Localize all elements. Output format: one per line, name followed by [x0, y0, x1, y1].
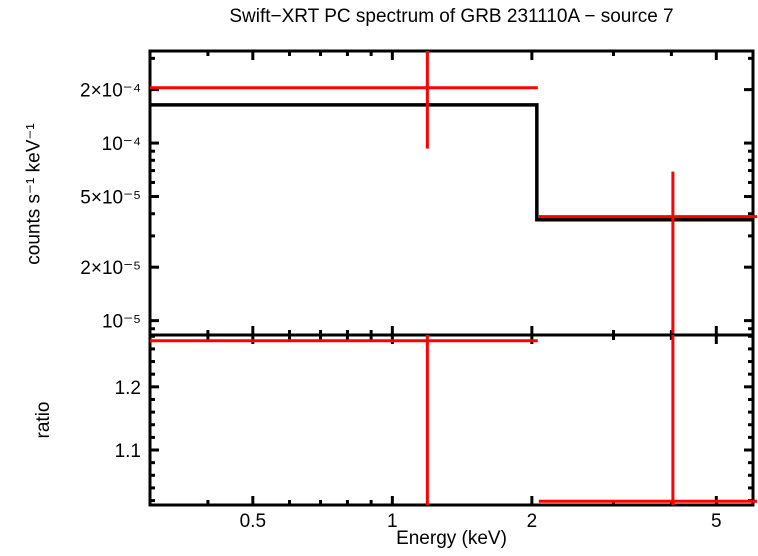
spectrum-y-tick-label: 2×10⁻⁵ [80, 258, 141, 279]
spectrum-y-tick-label: 5×10⁻⁵ [80, 188, 141, 209]
ratio-x-tick-label: 2 [527, 511, 538, 532]
spectrum-ticks [150, 51, 755, 335]
spectrum-panel: 2×10⁻⁴ 10⁻⁴ 5×10⁻⁵ 2×10⁻⁵ 10⁻⁵ [80, 49, 757, 337]
ratio-y-tick-label: 1.1 [115, 441, 141, 462]
ratio-frame [148, 333, 755, 507]
ratio-x-tick-label: 5 [711, 511, 722, 532]
ratio-panel: 1.2 1.1 0.5 1 2 5 [115, 333, 757, 532]
ratio-y-tick-labels: 1.2 1.1 [115, 378, 141, 462]
spectrum-model-line [150, 103, 753, 222]
ratio-x-tick-labels: 0.5 1 2 5 [240, 511, 722, 532]
x-axis-label-energy: Energy (keV) [396, 528, 507, 549]
ratio-ticks [150, 334, 755, 505]
spectrum-y-tick-labels: 2×10⁻⁴ 10⁻⁴ 5×10⁻⁵ 2×10⁻⁵ 10⁻⁵ [80, 81, 141, 333]
ratio-y-tick-label: 1.2 [115, 378, 141, 399]
ratio-x-tick-label: 0.5 [240, 511, 266, 532]
spectrum-data-point-2 [538, 171, 757, 335]
ratio-data-point-1 [150, 335, 538, 505]
chart-title: Swift−XRT PC spectrum of GRB 231110A − s… [229, 6, 674, 27]
ratio-data-point-2 [538, 335, 757, 505]
spectrum-y-tick-label: 2×10⁻⁴ [80, 81, 141, 102]
spectrum-y-tick-label: 10⁻⁴ [102, 134, 141, 155]
spectrum-frame [148, 49, 755, 337]
ratio-x-tick-label: 1 [387, 511, 398, 532]
spectrum-data-point-1 [150, 51, 538, 149]
spectrum-y-tick-label: 10⁻⁵ [102, 312, 141, 333]
